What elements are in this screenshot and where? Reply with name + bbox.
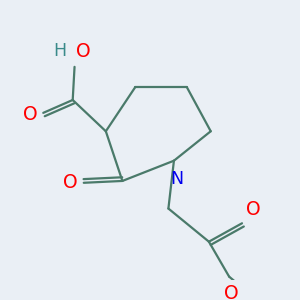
Text: H: H xyxy=(53,42,67,60)
Text: O: O xyxy=(224,284,238,300)
Text: O: O xyxy=(246,200,260,219)
Text: O: O xyxy=(76,42,91,61)
Text: O: O xyxy=(23,105,38,124)
Text: N: N xyxy=(170,170,183,188)
Text: O: O xyxy=(62,173,77,192)
